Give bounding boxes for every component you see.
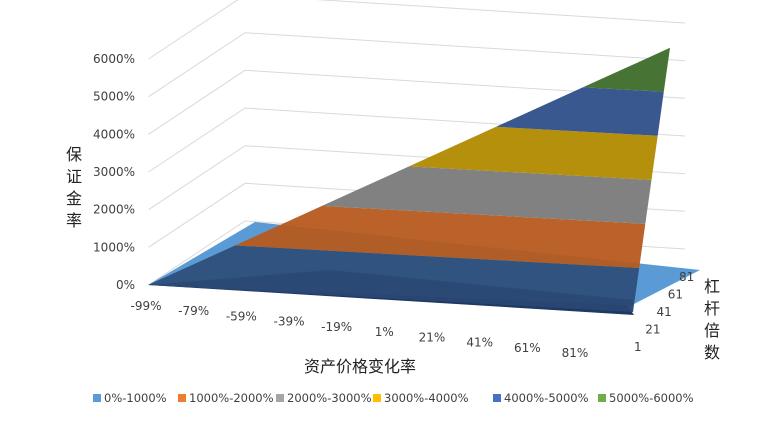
legend-swatch	[493, 394, 501, 402]
surface-band	[235, 205, 646, 268]
legend-label: 3000%-4000%	[384, 391, 469, 405]
legend-swatch	[178, 394, 186, 402]
legend: 0%-1000% 1000%-2000% 2000%-3000% 3000%-4000…	[93, 391, 694, 405]
legend-swatch	[373, 394, 381, 402]
gridline	[148, 32, 686, 98]
x-tick-label: -79%	[178, 304, 209, 318]
gridline	[148, 69, 686, 135]
depth-tick-label: 21	[645, 323, 660, 337]
z-tick-label: 3000%	[93, 165, 135, 179]
x-tick-label: -39%	[273, 315, 304, 329]
depth-axis-ticks: 121 41 61 81	[634, 270, 694, 354]
surface-band	[583, 47, 670, 92]
x-axis-ticks: -99% -79% -59% -39% -19% 1% 21% 41% 61% 81%	[130, 299, 588, 360]
z-tick-label: 0%	[116, 278, 135, 292]
legend-swatch	[598, 394, 606, 402]
depth-tick-label: 41	[657, 305, 672, 319]
surface-band	[409, 126, 658, 180]
depth-axis-title: 杠杆倍数	[704, 277, 720, 362]
x-tick-label: -59%	[226, 309, 257, 323]
z-axis-ticks: 0% 1000% 2000% 3000% 4000% 5000% 6000%	[93, 52, 135, 292]
z-tick-label: 1000%	[93, 240, 135, 254]
legend-label: 4000%-5000%	[504, 391, 589, 405]
x-tick-label: -19%	[321, 320, 352, 334]
depth-tick-label: 81	[679, 270, 694, 284]
gridline	[148, 0, 686, 60]
surface-plot	[148, 47, 700, 315]
x-tick-label: 61%	[514, 341, 541, 355]
legend-swatch	[93, 394, 101, 402]
depth-tick-label: 61	[668, 288, 683, 302]
x-tick-label: -99%	[130, 299, 161, 313]
surface-underside	[148, 285, 634, 315]
legend-label: 1000%-2000%	[189, 391, 274, 405]
x-tick-label: 81%	[562, 346, 589, 360]
surface-band	[322, 166, 652, 224]
legend-swatch	[276, 394, 284, 402]
x-tick-label: 41%	[466, 336, 493, 350]
y-axis-title: 保证金率	[66, 145, 82, 230]
x-tick-label: 21%	[419, 330, 446, 344]
z-tick-label: 5000%	[93, 90, 135, 104]
surface-band	[148, 245, 640, 312]
legend-label: 5000%-6000%	[609, 391, 694, 405]
legend-label: 2000%-3000%	[287, 391, 372, 405]
surface-band	[496, 87, 664, 136]
z-tick-label: 4000%	[93, 127, 135, 141]
x-tick-label: 1%	[375, 325, 394, 339]
depth-tick-label: 1	[634, 340, 642, 354]
grid-lines	[148, 0, 686, 286]
z-tick-label: 2000%	[93, 203, 135, 217]
legend-label: 0%-1000%	[104, 391, 167, 405]
x-axis-title: 资产价格变化率	[304, 357, 416, 376]
surface-shadow	[148, 270, 633, 312]
z-tick-label: 6000%	[93, 52, 135, 66]
